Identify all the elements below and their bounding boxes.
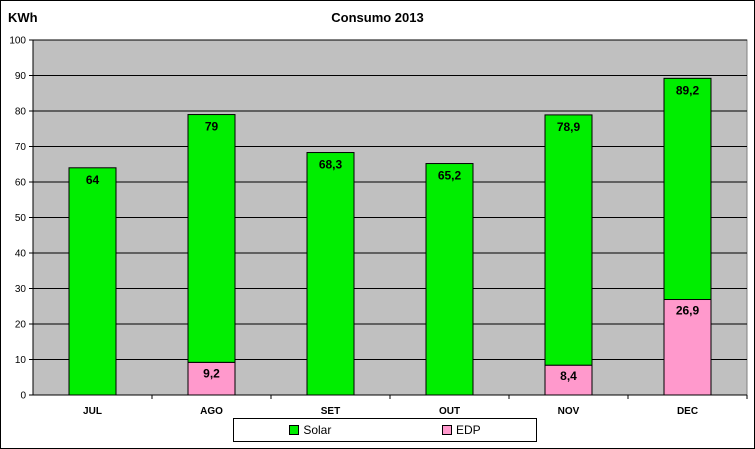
y-tick-label: 60 (15, 178, 27, 189)
y-tick-label: 0 (20, 391, 26, 402)
legend-swatch-edp (441, 425, 452, 435)
y-tick-label: 90 (15, 71, 27, 82)
y-tick-label: 20 (15, 320, 27, 331)
y-tick-label: 70 (15, 142, 27, 153)
data-label-solar: 89,2 (676, 83, 700, 97)
data-label-solar: 65,2 (438, 169, 462, 183)
data-label-edp: 26,9 (676, 304, 700, 318)
data-label-solar: 64 (86, 173, 100, 187)
y-tick-label: 30 (15, 284, 27, 295)
legend-label-solar: Solar (303, 423, 332, 437)
chart-title: Consumo 2013 (331, 10, 424, 25)
bar-solar (306, 152, 355, 396)
y-tick-label: 10 (15, 355, 27, 366)
x-tick-label: JUL (83, 406, 102, 417)
bar-solar (68, 167, 117, 396)
y-tick-label: 80 (15, 107, 27, 118)
legend-swatch-solar (289, 425, 300, 435)
legend-item-solar: Solar (289, 423, 331, 437)
legend: Solar EDP (233, 418, 537, 442)
legend-item-edp: EDP (441, 423, 481, 437)
x-tick-label: DEC (677, 406, 698, 417)
data-label-solar: 68,3 (319, 158, 343, 172)
bar-solar (187, 114, 236, 363)
data-label-edp: 9,2 (203, 366, 220, 380)
data-label-solar: 78,9 (557, 120, 581, 134)
y-tick-label: 40 (15, 249, 27, 260)
bar-solar (663, 77, 712, 301)
data-label-solar: 79 (205, 120, 219, 134)
x-tick-label: SET (321, 406, 340, 417)
x-tick-label: NOV (558, 406, 580, 417)
bar-edp (663, 299, 712, 396)
x-tick-label: OUT (439, 406, 460, 417)
bar-solar (425, 163, 474, 396)
y-tick-label: 100 (9, 36, 26, 47)
y-axis-label: KWh (8, 10, 38, 25)
data-label-edp: 8,4 (560, 369, 577, 383)
bar-solar (544, 114, 593, 366)
y-tick-label: 50 (15, 213, 27, 224)
x-tick-label: AGO (200, 406, 223, 417)
legend-label-edp: EDP (455, 423, 481, 437)
bar-edp (544, 364, 593, 396)
